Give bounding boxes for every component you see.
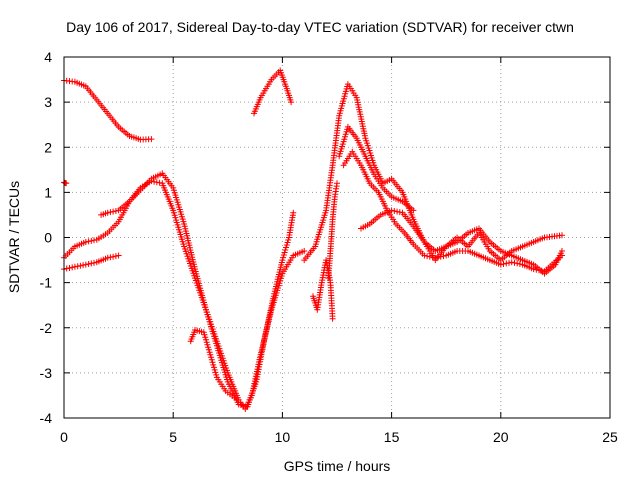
data-point <box>396 209 403 216</box>
data-point <box>88 237 95 244</box>
x-tick-label: 25 <box>602 429 618 445</box>
y-tick-label: 2 <box>44 139 52 155</box>
data-point <box>112 253 119 260</box>
tick-marks <box>63 56 611 419</box>
data-point <box>82 261 89 268</box>
data-point <box>508 259 515 266</box>
data-point <box>110 253 117 260</box>
data-point <box>148 136 155 143</box>
series-sat-i <box>336 123 417 214</box>
data-point <box>559 232 565 239</box>
y-tick-label: 0 <box>44 230 52 246</box>
grid <box>64 57 610 418</box>
data-point <box>66 265 73 271</box>
data-point <box>290 209 297 216</box>
x-tick-label: 5 <box>169 429 177 445</box>
y-tick-label: 3 <box>44 94 52 110</box>
data-point <box>329 315 336 322</box>
series-sat-k <box>358 207 565 277</box>
tick-labels: 0 5 10 15 20 25 -4 -3 -2 -1 0 1 2 3 4 <box>40 49 618 445</box>
data-point <box>209 359 216 366</box>
data-point <box>391 208 398 214</box>
data-point <box>91 259 97 266</box>
data-point <box>231 394 238 401</box>
data-point <box>280 254 287 261</box>
series-sat-m <box>325 180 340 282</box>
data-point <box>506 259 512 266</box>
y-tick-label: -3 <box>40 365 53 381</box>
data-point <box>500 261 507 267</box>
y-tick-label: -1 <box>40 275 53 291</box>
x-tick-label: 15 <box>384 429 400 445</box>
data-point <box>153 179 160 186</box>
data-point <box>301 248 308 254</box>
data-point <box>85 261 92 267</box>
data-point <box>115 252 122 259</box>
data-point <box>437 253 444 260</box>
data-point <box>82 239 89 245</box>
data-point <box>514 260 521 267</box>
data-point <box>559 248 565 254</box>
data-point <box>497 261 504 268</box>
data-point <box>74 263 81 270</box>
y-tick-label: -4 <box>40 410 53 426</box>
x-tick-label: 20 <box>493 429 509 445</box>
data-point <box>104 209 111 216</box>
data-point <box>410 207 417 214</box>
x-axis-title: GPS time / hours <box>284 458 391 474</box>
series-sat-g <box>251 67 295 117</box>
series-sat-f <box>187 327 238 401</box>
data-point <box>424 253 431 260</box>
series-sat-d <box>61 252 122 273</box>
x-tick-label: 0 <box>60 429 68 445</box>
data-point <box>388 207 395 214</box>
data-point <box>432 254 439 261</box>
y-tick-label: 4 <box>44 49 52 65</box>
y-axis-title: SDTVAR / TECUs <box>6 181 22 293</box>
data-point <box>69 264 76 271</box>
x-tick-label: 10 <box>275 429 291 445</box>
data-point <box>421 252 428 259</box>
series-sat-e <box>98 170 297 410</box>
data-series <box>61 67 565 412</box>
data-point <box>77 262 84 269</box>
chart-title: Day 106 of 2017, Sidereal Day-to-day VTE… <box>66 19 574 35</box>
data-point <box>429 254 436 261</box>
data-point <box>288 99 295 106</box>
data-point <box>112 208 119 214</box>
y-tick-label: -2 <box>40 320 53 336</box>
data-point <box>516 261 523 267</box>
data-point <box>104 254 111 261</box>
y-tick-label: 1 <box>44 184 52 200</box>
data-point <box>440 253 447 260</box>
data-point <box>334 180 340 187</box>
series-sat-l <box>310 257 336 322</box>
data-point <box>110 208 117 215</box>
